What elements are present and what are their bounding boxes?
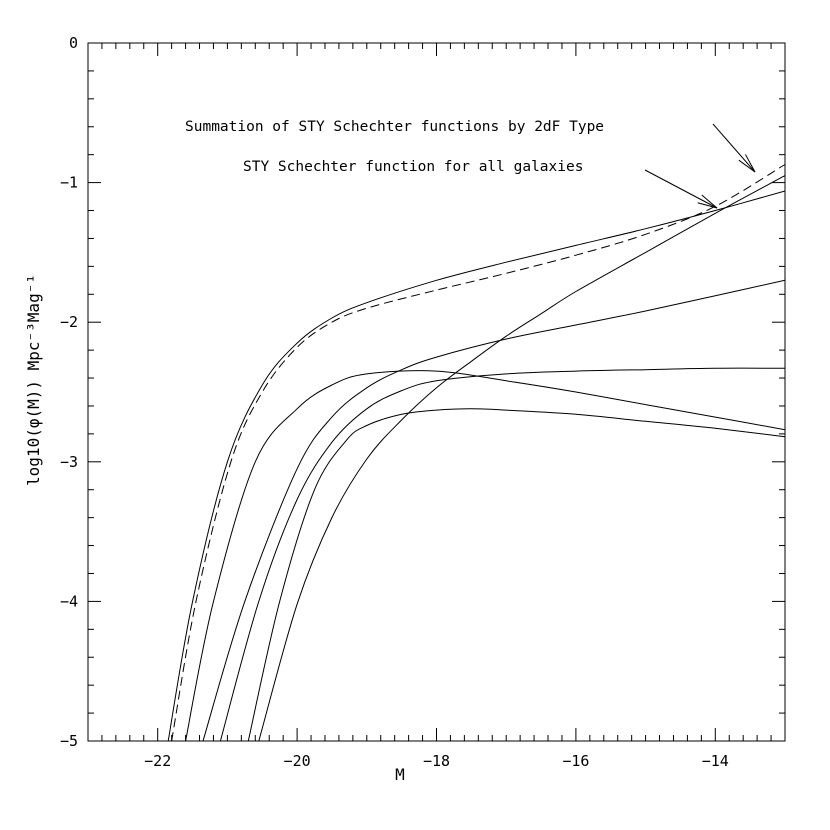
x-tick-label: −20 [284, 752, 311, 770]
x-tick-label: −16 [562, 752, 589, 770]
axis-ticks [87, 42, 786, 742]
y-tick-label: −3 [60, 453, 78, 471]
x-axis-label: M [395, 765, 405, 784]
curve-3 [185, 370, 786, 742]
y-tick-label: −4 [60, 592, 78, 610]
x-tick-label: −14 [702, 752, 729, 770]
curve-4 [202, 279, 786, 742]
arrow-summation [712, 123, 756, 173]
x-tick-label: −18 [423, 752, 450, 770]
annotation-summation: Summation of STY Schechter functions by … [185, 119, 604, 135]
curve-7 [258, 175, 786, 742]
x-tick-label: −22 [144, 752, 171, 770]
arrow-all-galaxies [644, 169, 718, 209]
y-tick-label: 0 [69, 34, 78, 52]
curves [167, 164, 786, 742]
y-axis-label: log10(φ(M)) Mpc⁻³Mag⁻¹ [24, 274, 43, 486]
y-tick-label: −1 [60, 174, 78, 192]
y-tick-label: −5 [60, 732, 78, 750]
curve-2 [171, 164, 786, 742]
y-tick-label: −2 [60, 313, 78, 331]
plot-frame [87, 42, 786, 742]
curve-6 [247, 408, 786, 742]
arrow-all-galaxies-head [697, 194, 718, 209]
annotation-arrows [644, 123, 756, 209]
arrow-summation-head [738, 154, 756, 173]
tick-labels: −22 −20 −18 −16 −14 0 −1 −2 −3 −4 −5 [60, 34, 729, 770]
curve-1 [167, 190, 786, 742]
curve-5 [219, 367, 786, 742]
annotation-all-galaxies: STY Schechter function for all galaxies [243, 159, 583, 175]
